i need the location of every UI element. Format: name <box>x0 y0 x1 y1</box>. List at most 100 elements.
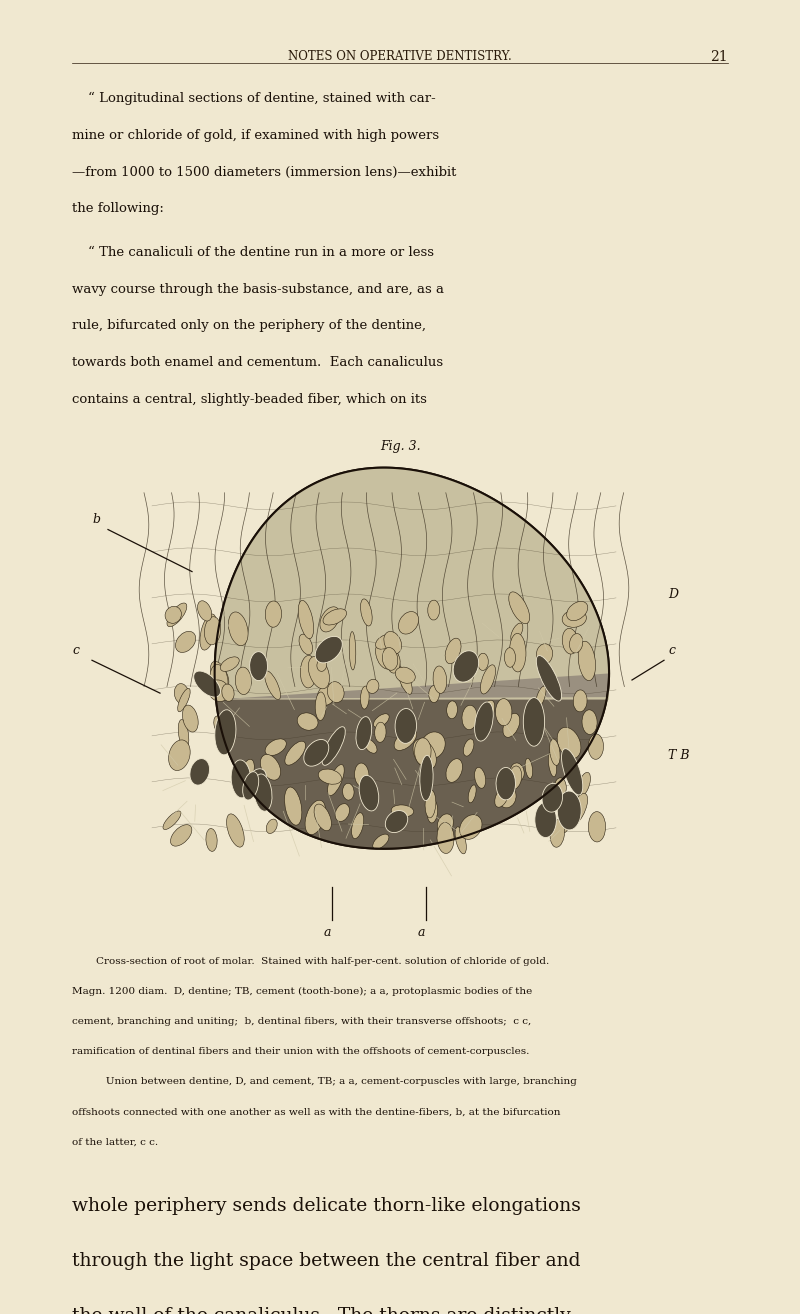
Ellipse shape <box>266 819 278 833</box>
Text: cement, branching and uniting;  b, dentinal fibers, with their transverse offsho: cement, branching and uniting; b, dentin… <box>72 1017 531 1026</box>
Text: c: c <box>668 644 675 657</box>
Ellipse shape <box>463 738 474 756</box>
Ellipse shape <box>413 738 436 769</box>
Ellipse shape <box>570 633 582 653</box>
Ellipse shape <box>429 686 439 703</box>
Ellipse shape <box>550 738 560 766</box>
Ellipse shape <box>569 794 588 825</box>
Text: the following:: the following: <box>72 202 164 215</box>
Ellipse shape <box>394 729 417 750</box>
Ellipse shape <box>481 665 495 694</box>
Ellipse shape <box>437 823 454 854</box>
Ellipse shape <box>548 752 557 777</box>
Ellipse shape <box>167 603 187 627</box>
Ellipse shape <box>200 614 217 650</box>
Ellipse shape <box>266 600 282 627</box>
Ellipse shape <box>318 683 337 706</box>
Ellipse shape <box>361 686 369 710</box>
Ellipse shape <box>495 699 512 725</box>
Ellipse shape <box>558 791 581 830</box>
Ellipse shape <box>536 656 562 702</box>
Ellipse shape <box>315 636 342 662</box>
Text: —from 1000 to 1500 diameters (immersion lens)—exhibit: —from 1000 to 1500 diameters (immersion … <box>72 166 456 179</box>
Ellipse shape <box>395 708 417 744</box>
Ellipse shape <box>247 769 266 791</box>
Ellipse shape <box>503 714 520 737</box>
Ellipse shape <box>445 639 461 664</box>
Ellipse shape <box>462 706 478 729</box>
Ellipse shape <box>375 635 395 649</box>
Text: contains a central, slightly-beaded fiber, which on its: contains a central, slightly-beaded fibe… <box>72 393 427 406</box>
Ellipse shape <box>285 787 302 825</box>
Ellipse shape <box>479 700 494 727</box>
Ellipse shape <box>382 648 398 670</box>
Ellipse shape <box>420 756 433 800</box>
Text: offshoots connected with one another as well as with the dentine-fibers, b, at t: offshoots connected with one another as … <box>72 1108 561 1117</box>
Ellipse shape <box>509 591 530 624</box>
Ellipse shape <box>242 771 258 800</box>
Text: mine or chloride of gold, if examined with high powers: mine or chloride of gold, if examined wi… <box>72 129 439 142</box>
Ellipse shape <box>318 769 342 784</box>
Ellipse shape <box>317 658 326 671</box>
Text: Cross-section of root of molar.  Stained with half-per-cent. solution of chlorid: Cross-section of root of molar. Stained … <box>96 957 550 966</box>
Ellipse shape <box>366 679 379 694</box>
Ellipse shape <box>356 716 372 749</box>
Ellipse shape <box>308 656 330 689</box>
Ellipse shape <box>364 738 377 753</box>
Text: “ The canaliculi of the dentine run in a more or less: “ The canaliculi of the dentine run in a… <box>88 246 434 259</box>
Ellipse shape <box>215 710 236 754</box>
Text: 21: 21 <box>710 50 728 64</box>
Ellipse shape <box>562 628 578 654</box>
Text: c: c <box>72 644 79 657</box>
Ellipse shape <box>494 787 509 807</box>
Ellipse shape <box>170 825 192 846</box>
Ellipse shape <box>208 679 230 702</box>
Ellipse shape <box>588 735 603 759</box>
Ellipse shape <box>205 616 221 645</box>
Ellipse shape <box>210 661 229 690</box>
Ellipse shape <box>351 813 364 838</box>
Ellipse shape <box>433 666 446 694</box>
Ellipse shape <box>455 827 466 854</box>
Ellipse shape <box>557 728 581 758</box>
Ellipse shape <box>178 689 190 712</box>
Ellipse shape <box>361 599 372 625</box>
Ellipse shape <box>229 612 248 645</box>
Ellipse shape <box>163 811 181 829</box>
Ellipse shape <box>314 804 331 830</box>
Ellipse shape <box>300 656 317 689</box>
Text: rule, bifurcated only on the periphery of the dentine,: rule, bifurcated only on the periphery o… <box>72 319 426 332</box>
Ellipse shape <box>220 657 239 671</box>
Ellipse shape <box>577 773 590 798</box>
Ellipse shape <box>214 716 228 738</box>
Ellipse shape <box>254 774 272 811</box>
Ellipse shape <box>226 813 244 848</box>
Ellipse shape <box>391 805 414 817</box>
Ellipse shape <box>474 702 494 741</box>
Ellipse shape <box>578 641 595 681</box>
Text: NOTES ON OPERATIVE DENTISTRY.: NOTES ON OPERATIVE DENTISTRY. <box>288 50 512 63</box>
Text: wavy course through the basis-substance, and are, as a: wavy course through the basis-substance,… <box>72 283 444 296</box>
Ellipse shape <box>386 811 408 833</box>
Ellipse shape <box>446 700 458 719</box>
Ellipse shape <box>178 720 189 749</box>
Ellipse shape <box>496 767 515 800</box>
Ellipse shape <box>446 758 462 782</box>
Ellipse shape <box>588 812 606 842</box>
Ellipse shape <box>460 815 482 840</box>
Ellipse shape <box>190 758 210 784</box>
Text: b: b <box>92 512 100 526</box>
Ellipse shape <box>165 606 182 623</box>
Ellipse shape <box>174 683 189 704</box>
Ellipse shape <box>305 800 326 834</box>
Ellipse shape <box>323 608 346 625</box>
Polygon shape <box>216 700 606 849</box>
Ellipse shape <box>169 740 190 770</box>
Text: “ Longitudinal sections of dentine, stained with car-: “ Longitudinal sections of dentine, stai… <box>88 92 436 105</box>
Ellipse shape <box>421 732 445 758</box>
Ellipse shape <box>453 650 478 682</box>
Ellipse shape <box>198 600 212 622</box>
Ellipse shape <box>510 623 523 641</box>
Ellipse shape <box>478 653 488 670</box>
Ellipse shape <box>374 723 386 742</box>
